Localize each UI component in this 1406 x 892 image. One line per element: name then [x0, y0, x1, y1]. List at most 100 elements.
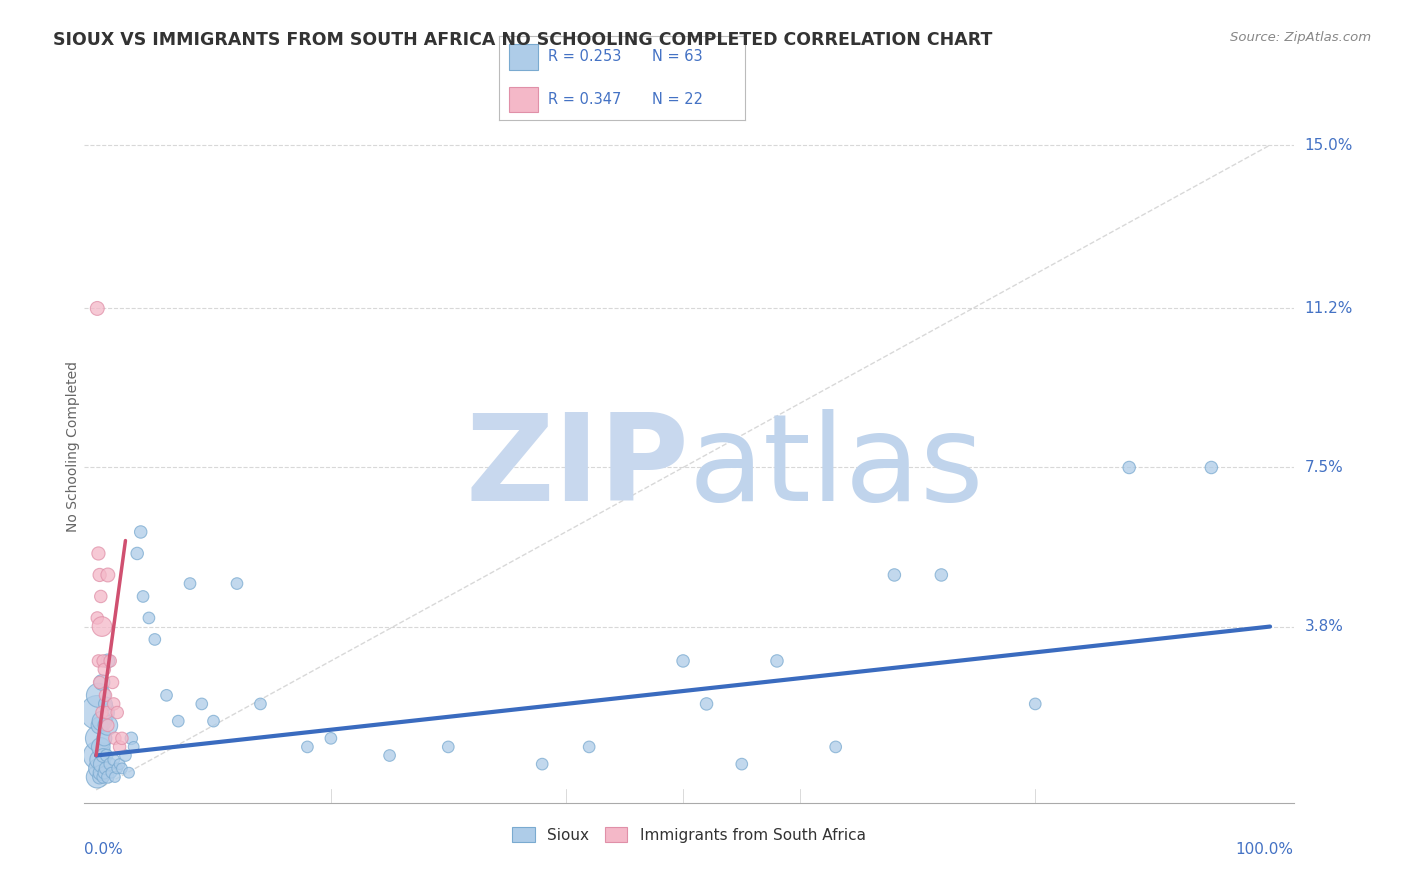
Point — [94, 689, 117, 703]
Point — [108, 739, 131, 754]
Point — [91, 770, 114, 784]
Point — [91, 714, 114, 728]
Bar — [509, 45, 538, 70]
Point — [91, 757, 114, 772]
Point — [87, 546, 110, 560]
Point — [91, 654, 114, 668]
Point — [111, 761, 134, 775]
Point — [90, 590, 112, 604]
Point — [103, 697, 125, 711]
Point — [127, 546, 149, 560]
Point — [114, 748, 136, 763]
Point — [202, 714, 225, 728]
Text: Source: ZipAtlas.com: Source: ZipAtlas.com — [1230, 31, 1371, 45]
Point — [89, 568, 111, 582]
Point — [87, 689, 110, 703]
Point — [91, 748, 114, 763]
Point — [118, 765, 141, 780]
Point — [319, 731, 342, 746]
Text: R = 0.253: R = 0.253 — [548, 49, 621, 64]
Point — [249, 697, 271, 711]
Point — [138, 611, 160, 625]
Text: 3.8%: 3.8% — [1305, 619, 1344, 634]
Point — [672, 654, 695, 668]
Text: 7.5%: 7.5% — [1305, 460, 1343, 475]
Point — [104, 731, 127, 746]
Point — [531, 757, 554, 772]
Point — [179, 576, 201, 591]
Point — [122, 739, 145, 754]
Text: N = 22: N = 22 — [652, 92, 703, 107]
Point — [89, 718, 111, 732]
Point — [97, 718, 120, 732]
Point — [91, 706, 114, 720]
Point — [120, 731, 142, 746]
Point — [105, 706, 128, 720]
Point — [90, 765, 112, 780]
Point — [766, 654, 789, 668]
Point — [104, 770, 127, 784]
Text: 11.2%: 11.2% — [1305, 301, 1353, 316]
Point — [105, 761, 128, 775]
Point — [1201, 460, 1223, 475]
Point — [89, 770, 111, 784]
Point — [90, 739, 112, 754]
Point — [91, 675, 114, 690]
Text: 15.0%: 15.0% — [1305, 137, 1353, 153]
Point — [143, 632, 166, 647]
Point — [103, 753, 125, 767]
Point — [89, 675, 111, 690]
Text: 100.0%: 100.0% — [1236, 842, 1294, 857]
Legend: Sioux, Immigrants from South Africa: Sioux, Immigrants from South Africa — [506, 821, 872, 848]
Text: SIOUX VS IMMIGRANTS FROM SOUTH AFRICA NO SCHOOLING COMPLETED CORRELATION CHART: SIOUX VS IMMIGRANTS FROM SOUTH AFRICA NO… — [53, 31, 993, 49]
Point — [93, 731, 115, 746]
Point — [101, 675, 124, 690]
Point — [111, 731, 134, 746]
Point — [97, 718, 120, 732]
Point — [129, 524, 152, 539]
Text: R = 0.347: R = 0.347 — [548, 92, 621, 107]
Point — [132, 590, 155, 604]
Point — [97, 654, 120, 668]
Point — [86, 611, 108, 625]
Point — [94, 761, 117, 775]
Point — [96, 706, 118, 720]
Point — [731, 757, 754, 772]
Point — [696, 697, 718, 711]
Point — [1118, 460, 1140, 475]
Point — [86, 770, 108, 784]
Point — [86, 748, 108, 763]
Point — [87, 731, 110, 746]
Text: ZIP: ZIP — [465, 409, 689, 526]
Point — [87, 654, 110, 668]
Point — [167, 714, 190, 728]
Point — [96, 748, 118, 763]
Point — [93, 765, 115, 780]
Point — [91, 619, 114, 633]
Point — [1024, 697, 1046, 711]
Point — [931, 568, 953, 582]
Text: atlas: atlas — [689, 409, 984, 526]
Point — [297, 739, 319, 754]
Point — [98, 654, 121, 668]
Point — [378, 748, 401, 763]
Point — [86, 706, 108, 720]
Bar — [509, 87, 538, 112]
Point — [87, 761, 110, 775]
Point — [97, 568, 120, 582]
Text: 0.0%: 0.0% — [84, 842, 124, 857]
Point — [86, 301, 108, 316]
Point — [824, 739, 846, 754]
Point — [190, 697, 212, 711]
Point — [100, 765, 122, 780]
Point — [155, 689, 177, 703]
Point — [578, 739, 600, 754]
Point — [93, 663, 115, 677]
Y-axis label: No Schooling Completed: No Schooling Completed — [66, 360, 80, 532]
Point — [226, 576, 249, 591]
Point — [883, 568, 905, 582]
Point — [98, 757, 121, 772]
Point — [108, 757, 131, 772]
Point — [437, 739, 460, 754]
Point — [94, 697, 117, 711]
